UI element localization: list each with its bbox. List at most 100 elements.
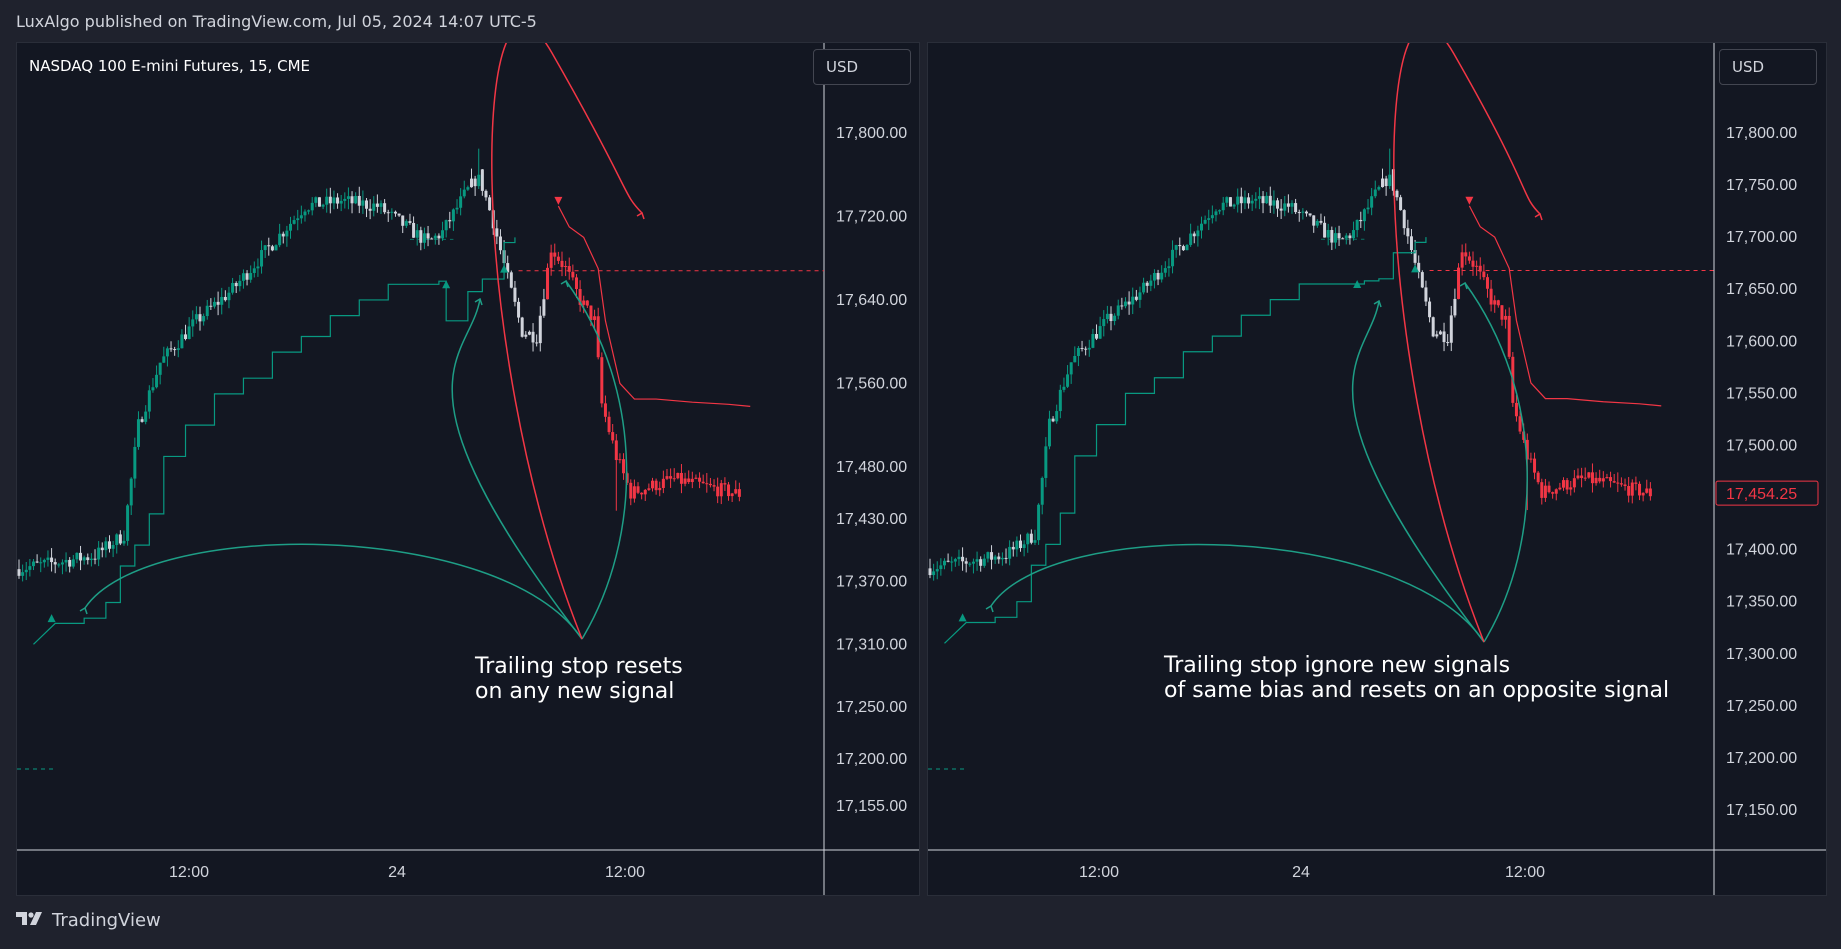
candle-body [354,195,358,204]
candle-body [328,196,332,204]
candle-body [1587,472,1591,478]
candle-body [1294,203,1298,213]
candle-body [1475,265,1479,267]
candle-body [147,390,151,412]
candle-body [1533,458,1537,473]
candle-body [122,540,126,544]
price-tick-label: 17,250.00 [836,699,907,716]
candle-body [28,566,32,570]
candle-body [39,562,43,564]
candle-body [603,403,607,417]
candle-body [1630,482,1634,496]
candle-body [270,246,274,251]
candle-body [289,223,292,231]
candle-body [527,331,531,335]
candle-body [1406,228,1410,237]
arrow-head [1534,212,1543,221]
candle-body [1460,252,1464,268]
candle-body [1200,223,1203,231]
candle-body [404,221,408,226]
candle-body [950,561,954,563]
candle-body [1413,250,1417,263]
chart-canvas-right[interactable]: 17,800.00 17,750.00 17,700.00 17,650.00 17,6… [928,43,1826,895]
currency-selector[interactable]: USD [1719,49,1817,85]
candle-body [1149,280,1153,286]
candle-body [408,221,412,223]
candle-body [1123,301,1127,307]
candle-body [108,541,111,549]
candle-body [690,478,694,483]
candle-body [176,348,180,350]
candle-body [1019,540,1022,549]
candle-body [303,211,307,216]
candle-body [209,305,213,307]
candle-body [1605,477,1609,479]
currency-selector[interactable]: USD [813,49,911,85]
candle-body [1203,219,1207,224]
candle-body [35,561,39,563]
candle-body [1504,315,1508,320]
candle-body [1352,230,1356,239]
candle-body [1297,212,1301,214]
candle-body [509,272,513,288]
candle-body [1120,305,1124,307]
candle-body [669,476,673,479]
candle-body [1268,195,1272,206]
candle-body [133,446,137,479]
chart-panel-right[interactable]: 17,800.00 17,750.00 17,700.00 17,650.00 17,6… [927,42,1827,896]
candle-body [658,487,662,491]
candle-body [339,200,343,204]
candle-body [488,197,492,211]
candle-body [42,559,46,563]
annotation-line-2: of same bias and resets on an opposite s… [1164,678,1670,703]
candle-body [1551,492,1555,494]
candle-body [1543,485,1547,498]
candle-body [231,283,235,293]
candle-body [1569,487,1573,490]
candle-body [307,210,311,212]
arrow-head [636,211,645,220]
candle-body [1572,478,1576,488]
candle-body [1645,488,1649,493]
annotation-arrow-green [565,280,628,640]
candle-body [1221,202,1225,211]
candle-body [1598,477,1602,482]
chart-panel-left[interactable]: 17,800.00 17,720.00 17,640.00 17,560.00 17,4… [16,42,920,896]
candle-body [1402,210,1406,229]
candle-body [1276,200,1280,209]
candle-body [1348,235,1352,239]
candle-body [477,174,481,187]
candle-body [1047,418,1051,447]
price-tick-label: 17,560.00 [836,375,907,392]
arrow-head [79,606,88,615]
candle-body [1507,315,1511,357]
candle-body [1409,236,1413,251]
candle-body [50,557,54,563]
candle-body [71,559,75,567]
candle-body [1344,235,1348,239]
candle-body [953,559,957,562]
candle-body [1283,203,1287,211]
candle-body [585,300,589,306]
candle-body [383,203,387,213]
symbol-title[interactable]: NASDAQ 100 E-mini Futures, 15, CME [29,57,311,75]
chart-canvas-left[interactable]: 17,800.00 17,720.00 17,640.00 17,560.00 17,4… [17,43,919,895]
candle-body [1442,331,1446,343]
candle-body [187,326,191,340]
candle-body [220,296,224,305]
candle-body [665,476,669,479]
candle-body [535,342,539,344]
tradingview-branding[interactable]: TradingView [16,910,161,931]
time-tick-label: 24 [1292,864,1310,881]
candle-body [935,569,939,572]
candle-body [86,557,90,561]
candle-body [1478,265,1482,272]
candle-body [1015,540,1019,550]
candle-body [971,561,975,564]
candle-body [942,560,946,566]
candle-body [520,317,524,337]
candle-body [1583,477,1587,479]
candle-body [1091,334,1095,348]
publish-attribution: LuxAlgo published on TradingView.com, Ju… [16,12,537,31]
candle-body [1500,305,1504,320]
